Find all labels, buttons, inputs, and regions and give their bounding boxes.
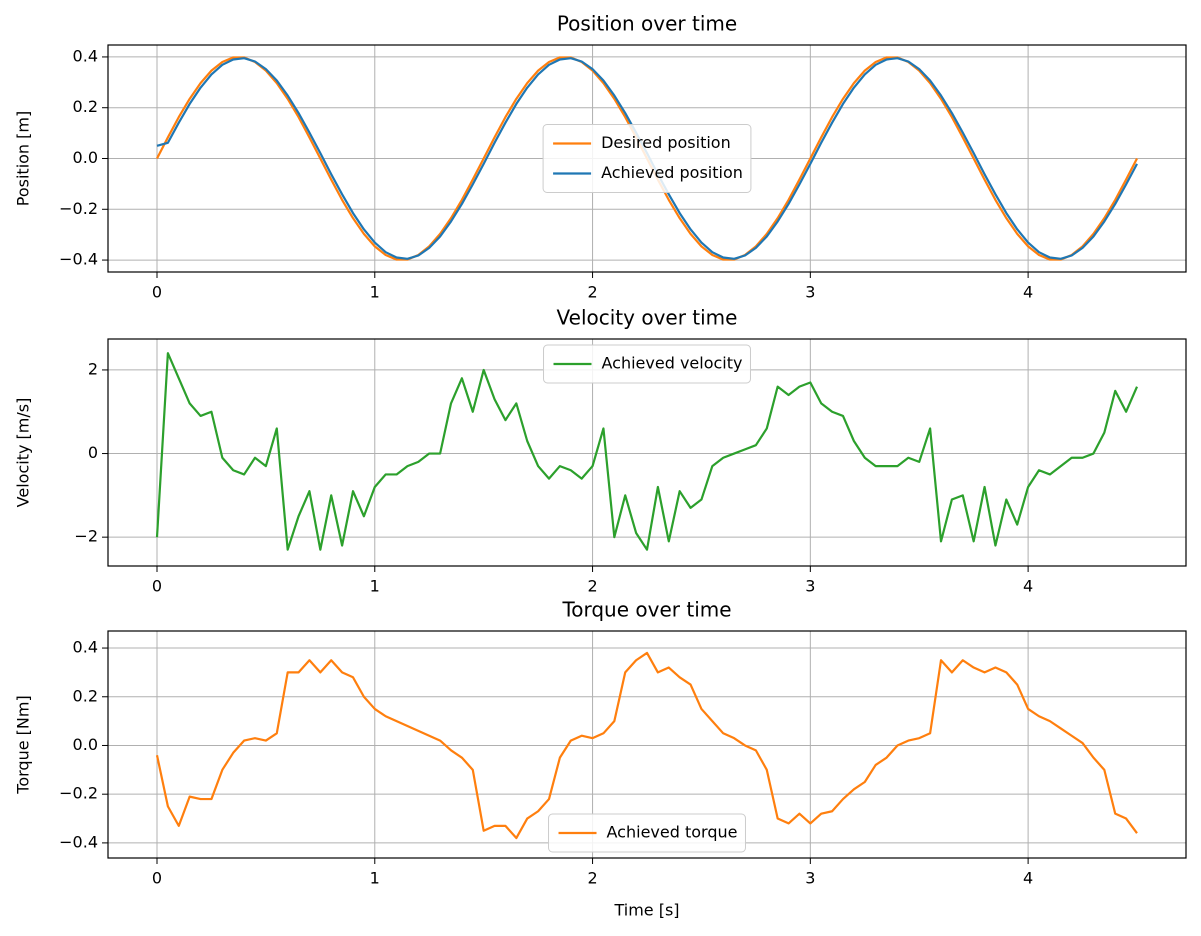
x-tick-label: 3 [805, 577, 815, 596]
x-tick-label: 4 [1023, 869, 1033, 888]
x-tick-label: 3 [805, 283, 815, 302]
legend-frame [542, 124, 752, 193]
legend: Achieved torque [548, 813, 746, 853]
legend-label: Achieved velocity [602, 354, 743, 373]
x-tick-label: 2 [587, 283, 597, 302]
x-tick-label: 0 [152, 869, 162, 888]
legend-label: Desired position [601, 133, 731, 152]
axes-frame [107, 338, 1187, 567]
y-tick-label: 0.4 [73, 638, 98, 657]
data-line [155, 352, 1139, 551]
subplot: 0 1 2 3 4 −2 0 2 Velocity over time Velocity [m/s… [14, 306, 1187, 596]
data-line [155, 651, 1138, 840]
y-tick-label: 0.0 [73, 735, 98, 754]
legend: Desired position Achieved position [542, 124, 752, 193]
y-tick-label: 0.4 [73, 46, 98, 65]
legend-frame [543, 344, 751, 384]
x-tick-label: 4 [1023, 577, 1033, 596]
x-tick-label: 1 [370, 577, 380, 596]
y-tick-label: −0.4 [59, 832, 98, 851]
subplot-title: Velocity over time [557, 306, 738, 330]
x-tick-label: 4 [1023, 283, 1033, 302]
x-tick-label: 0 [152, 283, 162, 302]
x-tick-label: 3 [805, 869, 815, 888]
x-tick-label: 2 [587, 869, 597, 888]
y-tick-label: −0.2 [59, 784, 98, 803]
y-tick-label: 0.2 [73, 686, 98, 705]
y-tick-label: 0.2 [73, 97, 98, 116]
axes-frame [107, 630, 1187, 859]
y-tick-label: 0 [88, 443, 98, 462]
legend: Achieved velocity [543, 344, 751, 384]
subplot-title: Position over time [557, 12, 737, 36]
y-axis-label: Torque [Nm] [14, 695, 33, 794]
legend-label: Achieved torque [607, 823, 738, 842]
x-tick-label: 2 [587, 577, 597, 596]
legend-label: Achieved position [601, 163, 743, 182]
axes-frame [107, 44, 1187, 273]
legend-frame [548, 813, 746, 853]
subplot: 0 1 2 3 4 −0.4 −0.2 0.0 0.2 0.4 Torque over time To… [14, 598, 1187, 920]
y-tick-label: −0.4 [59, 250, 98, 269]
y-axis-label: Velocity [m/s] [14, 398, 33, 508]
subplot: 0 1 2 3 4 −0.4 −0.2 0.0 0.2 0.4 Position over time… [14, 12, 1187, 302]
x-tick-label: 1 [370, 283, 380, 302]
y-tick-label: 0.0 [73, 148, 98, 167]
y-tick-label: 2 [88, 359, 98, 378]
x-tick-label: 1 [370, 869, 380, 888]
y-tick-label: −2 [74, 527, 98, 546]
y-tick-label: −0.2 [59, 199, 98, 218]
y-axis-label: Position [m] [14, 111, 33, 206]
x-axis-label: Time [s] [613, 901, 679, 920]
subplot-title: Torque over time [561, 598, 731, 622]
x-tick-label: 0 [152, 577, 162, 596]
